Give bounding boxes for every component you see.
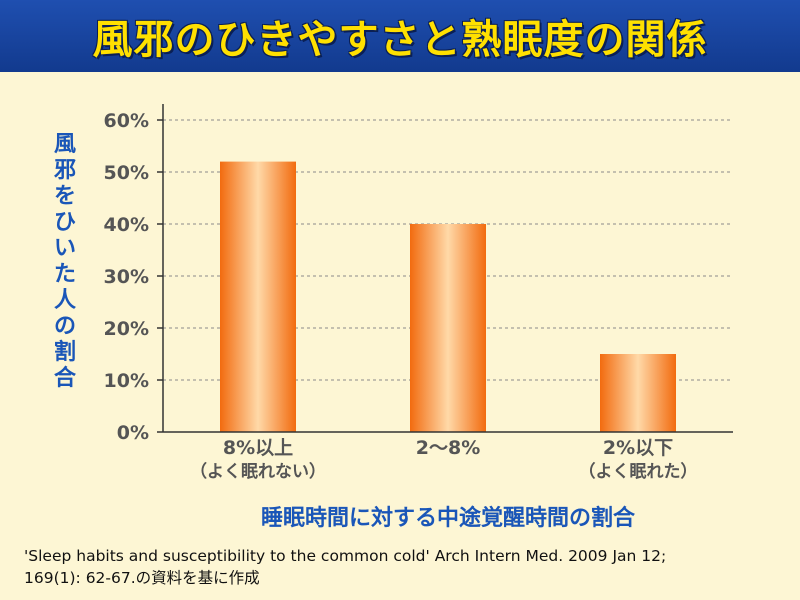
y-axis-label-char: 合 — [53, 366, 76, 391]
y-tick-label: 10% — [104, 370, 149, 392]
x-category-main: 8%以上 — [222, 437, 294, 459]
y-axis-label-char: の — [53, 314, 76, 339]
y-axis-label-char: 割 — [53, 340, 76, 365]
y-axis-label-char: い — [53, 236, 76, 261]
bar — [220, 161, 296, 432]
bar — [600, 354, 676, 432]
y-axis-label-char: を — [53, 184, 76, 209]
y-axis-label-char: 人 — [53, 288, 76, 313]
y-tick-label: 20% — [104, 318, 149, 340]
y-axis-label-char: た — [53, 262, 76, 287]
chart-title: 風邪のひきやすさと熟眠度の関係 — [92, 17, 708, 63]
x-axis-label: 睡眠時間に対する中途覚醒時間の割合 — [260, 506, 635, 531]
x-category-label: 2%以下 （よく眠れた） — [558, 436, 718, 484]
source-line-1: 'Sleep habits and susceptibility to the … — [24, 547, 667, 565]
y-axis-label-char: 風 — [53, 132, 76, 157]
bar — [410, 224, 486, 432]
y-axis-label-char: ひ — [53, 210, 76, 235]
y-tick-label: 60% — [104, 110, 149, 132]
y-axis-label: 風邪をひいた人の割合 — [50, 132, 80, 392]
x-category-sublabel: （よく眠れない） — [190, 462, 326, 482]
title-bar: 風邪のひきやすさと熟眠度の関係 — [0, 0, 800, 72]
x-category-main: 2〜8% — [415, 437, 481, 459]
source-citation: 'Sleep habits and susceptibility to the … — [24, 545, 784, 589]
x-category-sublabel: （よく眠れた） — [578, 462, 698, 482]
y-axis-label-char: 邪 — [53, 158, 76, 183]
y-tick-label: 0% — [117, 422, 149, 444]
y-tick-label: 30% — [104, 266, 149, 288]
x-category-main: 2%以下 — [602, 437, 674, 459]
x-category-label: 8%以上 （よく眠れない） — [178, 436, 338, 484]
source-line-2: 169(1): 62-67.の資料を基に作成 — [24, 569, 260, 587]
x-category-label: 2〜8% — [368, 436, 528, 460]
y-tick-label: 40% — [104, 214, 149, 236]
y-tick-label: 50% — [104, 162, 149, 184]
